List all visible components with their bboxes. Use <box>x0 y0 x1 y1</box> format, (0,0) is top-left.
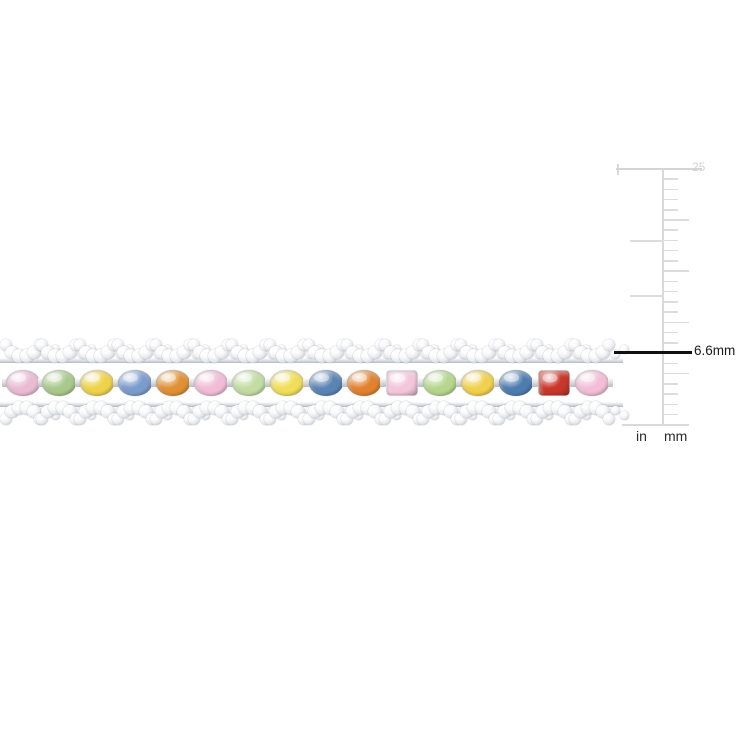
gemstone-green <box>42 370 76 396</box>
ruler-tick-mm-22 <box>664 198 678 201</box>
prong-left <box>228 377 233 387</box>
ruler-tick-mm-12 <box>664 301 678 303</box>
bracelet-rail-bottom <box>0 402 623 407</box>
ruler-tick-mm-23 <box>664 188 678 190</box>
ruler-tick-mm-13 <box>664 290 678 293</box>
gem-setting-14-blue <box>495 362 537 404</box>
prong-left <box>114 377 119 387</box>
gem-setting-6-pink <box>190 362 232 404</box>
accent-diamond <box>603 339 615 351</box>
ruler-tick-mm-10 <box>664 321 689 324</box>
gemstone-orange <box>347 370 381 396</box>
measurement-indicator-line <box>614 351 692 354</box>
prong-left <box>2 377 7 387</box>
ruler-tick-mm-24 <box>664 178 678 180</box>
ruler-tick-mm-16 <box>664 260 678 262</box>
ruler-tick-mm-9 <box>664 331 678 334</box>
ruler-tick-mm-0 <box>622 424 689 426</box>
ruler-unit-inches-label: in <box>636 428 647 444</box>
prong-left <box>419 377 424 387</box>
prong-left <box>381 377 386 387</box>
gemstone-pink <box>194 370 228 396</box>
ruler-tick-mm-17 <box>664 249 678 252</box>
accent-diamond <box>51 411 60 420</box>
gem-setting-11-pink <box>381 362 423 404</box>
accent-diamond <box>611 406 620 415</box>
ruler-tick-mm-4 <box>664 383 678 385</box>
ruler-tick-inch-1 <box>630 240 664 242</box>
ruler-tick-mm-21 <box>664 209 678 211</box>
prong-left <box>571 377 576 387</box>
ruler-tick-mm-3 <box>664 393 678 395</box>
ruler-tick-mm-8 <box>664 342 678 344</box>
gemstone-green <box>423 370 457 396</box>
inch-top-marker <box>617 164 619 175</box>
gemstone-orange <box>156 370 190 396</box>
ruler-tick-mm-1 <box>664 413 678 416</box>
gemstone-blue <box>499 370 533 396</box>
accent-diamond <box>620 411 629 420</box>
ruler-tick-mm-20 <box>664 219 689 221</box>
gemstone-pink <box>386 370 418 396</box>
gemstone-blue <box>118 370 152 396</box>
ruler-unit-mm-label: mm <box>664 428 688 444</box>
prong-left <box>190 377 195 387</box>
gemstone-red <box>538 370 570 396</box>
prong-left <box>305 377 310 387</box>
gem-setting-4-blue <box>114 362 156 404</box>
gemstone-row <box>0 362 623 404</box>
ruler-tick-inch-2 <box>630 295 664 297</box>
scale-ruler: 25 6.6mm in mm <box>608 160 737 450</box>
prong-left <box>38 377 43 387</box>
gemstone-green <box>232 370 266 396</box>
gem-setting-13-yellow <box>457 362 499 404</box>
accent-diamond <box>620 345 629 354</box>
gem-setting-5-orange <box>152 362 194 404</box>
gemstone-yellow <box>461 370 495 396</box>
prong-left <box>266 377 271 387</box>
gem-setting-10-orange <box>343 362 385 404</box>
ruler-mm-top-label: 25 <box>692 160 706 174</box>
prong-left <box>152 377 157 387</box>
ruler-tick-mm-5 <box>664 372 689 375</box>
gem-setting-15-red <box>533 362 575 404</box>
gem-setting-3-yellow <box>76 362 118 404</box>
gem-setting-8-yellow <box>266 362 308 404</box>
gemstone-yellow <box>80 370 114 396</box>
gem-setting-12-green <box>419 362 461 404</box>
prong-left <box>533 377 538 387</box>
bracelet-rail-top <box>0 358 623 363</box>
gem-setting-9-blue <box>305 362 347 404</box>
ruler-tick-mm-14 <box>664 280 678 283</box>
diamond-halo-row-top <box>0 336 629 364</box>
tennis-bracelet <box>0 336 629 428</box>
gem-setting-1-pink <box>2 362 44 404</box>
gemstone-pink <box>575 370 609 396</box>
accent-diamond <box>603 413 615 425</box>
ruler-tick-mm-2 <box>664 403 678 405</box>
gemstone-yellow <box>270 370 304 396</box>
prong-left <box>495 377 500 387</box>
diamond-halo-row-bottom <box>0 400 629 428</box>
prong-left <box>343 377 348 387</box>
gemstone-pink <box>6 370 40 396</box>
ruler-tick-mm-15 <box>664 270 689 272</box>
ruler-tick-mm-25 <box>664 168 702 170</box>
prong-left <box>76 377 81 387</box>
accent-diamond <box>611 350 620 359</box>
gemstone-blue <box>309 370 343 396</box>
ruler-tick-mm-19 <box>664 229 678 231</box>
ruler-tick-mm-6 <box>664 362 678 365</box>
ruler-tick-mm-11 <box>664 311 678 313</box>
prong-right <box>608 377 613 387</box>
measurement-value-label: 6.6mm <box>694 343 736 358</box>
gem-setting-7-green <box>228 362 270 404</box>
gem-setting-16-pink <box>571 362 613 404</box>
ruler-tick-inch-0 <box>616 168 664 170</box>
prong-left <box>457 377 462 387</box>
ruler-tick-mm-18 <box>664 239 678 242</box>
gem-setting-2-green <box>38 362 80 404</box>
